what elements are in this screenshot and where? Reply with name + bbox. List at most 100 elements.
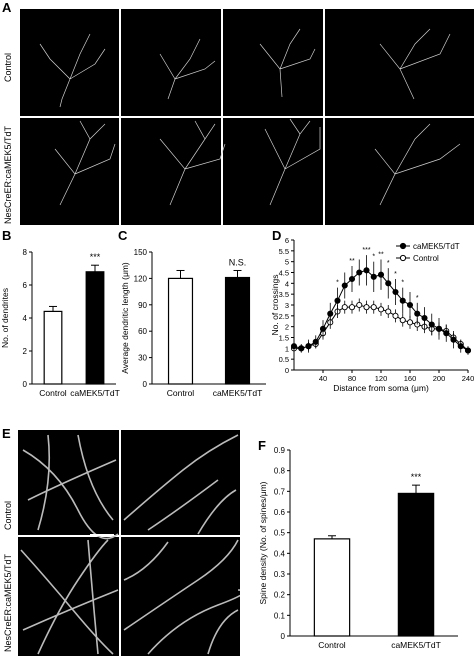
y-tick-label: 2: [23, 347, 28, 356]
significance-mark: *: [387, 260, 390, 267]
y-tick-label: 4: [285, 279, 289, 288]
significance-mark: *: [336, 280, 339, 287]
y-tick-label: 3.5: [279, 290, 289, 299]
x-tick-label: caMEK5/TdT: [213, 388, 263, 398]
y-tick-label: 0.3: [274, 570, 286, 579]
bar: [397, 492, 435, 637]
x-tick-label: 40: [319, 374, 327, 383]
x-tick-label: 240: [462, 374, 474, 383]
data-point: [399, 297, 406, 304]
x-tick-label: 160: [404, 374, 417, 383]
panel-e-label: E: [2, 426, 11, 441]
y-axis-label: Average dendritic length (μm): [120, 262, 130, 374]
y-tick-label: 0.9: [274, 446, 286, 455]
data-point: [385, 308, 392, 315]
panel-f-chart: 0 0.1 0.2 0.3 0.4 0.5 0.6 0.7 0.8 0.9 Spine densit…: [258, 446, 458, 650]
y-tick-label: 0.5: [279, 355, 289, 364]
data-point: [406, 319, 414, 326]
y-tick-label: 1: [285, 344, 289, 353]
panel-c-chart: 0 30 60 90 120 150 Average dendritic length (μ…: [120, 248, 266, 398]
y-tick-label: 60: [138, 327, 147, 336]
data-point: [406, 301, 414, 309]
panel-e-micrographs: [18, 430, 240, 656]
data-point: [370, 273, 377, 280]
bar: [224, 276, 251, 385]
significance-mark: *: [394, 271, 397, 278]
data-point: [327, 310, 334, 317]
significance-mark: *: [401, 280, 404, 287]
y-tick-label: 2: [285, 323, 289, 332]
data-point: [356, 269, 363, 276]
data-point: [464, 347, 472, 354]
y-tick-label: 0: [143, 380, 148, 389]
data-point: [450, 336, 457, 343]
significance-mark: ***: [362, 247, 370, 254]
data-point: [377, 306, 385, 313]
significance-mark: **: [378, 252, 384, 259]
data-point: [334, 297, 341, 304]
bar: [313, 538, 351, 637]
legend-entry: caMEK5/TdT: [413, 242, 460, 251]
bar: [85, 271, 105, 385]
significance-mark: ***: [90, 252, 101, 262]
y-tick-label: 120: [134, 274, 148, 283]
data-point: [421, 314, 428, 322]
y-tick-label: 2.5: [279, 312, 289, 321]
data-point: [377, 271, 385, 278]
panel-a-label: A: [2, 0, 12, 15]
y-tick-label: 0.5: [274, 529, 286, 538]
y-tick-label: 150: [134, 248, 148, 257]
y-tick-label: 0: [281, 632, 286, 641]
x-tick-label: Control: [318, 640, 346, 650]
significance-mark: N.S.: [229, 257, 247, 267]
dendrite-images: [20, 434, 240, 655]
y-tick-label: 90: [138, 301, 147, 310]
data-point: [370, 304, 377, 311]
data-point: [428, 321, 435, 328]
data-point: [290, 343, 298, 350]
data-point: [341, 282, 348, 289]
data-point: [392, 312, 399, 319]
panel-f-label: F: [258, 438, 266, 453]
y-tick-label: 0: [285, 366, 289, 375]
x-tick-label: 200: [433, 374, 446, 383]
data-point: [363, 267, 370, 274]
x-tick-label: 80: [348, 374, 356, 383]
y-axis-label: No. of dendrites: [0, 288, 10, 348]
x-tick-label: Control: [39, 388, 67, 398]
y-tick-label: 8: [23, 248, 28, 257]
panel-a-row-nescreer: NesCreER:caMEK5/TdT: [3, 125, 13, 224]
y-tick-label: 1.5: [279, 334, 289, 343]
data-point: [457, 343, 464, 350]
legend-marker: [399, 242, 407, 250]
panel-a-micrographs: [20, 9, 474, 225]
legend-marker: [399, 254, 407, 262]
panel-e-row-nescreer: NesCreER:caMEK5/TdT: [3, 553, 13, 652]
bar: [167, 277, 194, 385]
panel-c-label: C: [118, 228, 128, 243]
data-point: [305, 343, 312, 350]
panel-d-label: D: [272, 228, 282, 243]
panel-d-chart: 0 0.5 11.5 2 2.5 3 3.5 44.5 5 5.5 6 40 80 120 160 200 24…: [270, 236, 474, 393]
data-point: [348, 275, 356, 283]
y-tick-label: 0.8: [274, 467, 286, 476]
bar: [43, 310, 63, 385]
data-point: [348, 304, 356, 311]
data-point: [341, 304, 348, 311]
y-axis-label: Spine density (No. of spines/μm): [258, 481, 268, 604]
neuron-tracings: [39, 28, 461, 206]
y-tick-label: 5: [285, 258, 289, 267]
data-point: [363, 304, 370, 311]
x-tick-label: 120: [375, 374, 388, 383]
y-tick-label: 4: [23, 314, 28, 323]
y-tick-label: 30: [138, 354, 147, 363]
x-tick-label: caMEK5/TdT: [70, 388, 120, 398]
y-tick-label: 4.5: [279, 269, 289, 278]
x-axis-label: Distance from soma (μm): [333, 383, 429, 393]
y-tick-label: 0: [23, 380, 28, 389]
y-tick-label: 0.2: [274, 591, 286, 600]
x-tick-label: caMEK5/TdT: [391, 640, 441, 650]
x-tick-label: Control: [167, 388, 195, 398]
significance-mark: **: [349, 258, 355, 265]
data-point: [385, 280, 392, 287]
